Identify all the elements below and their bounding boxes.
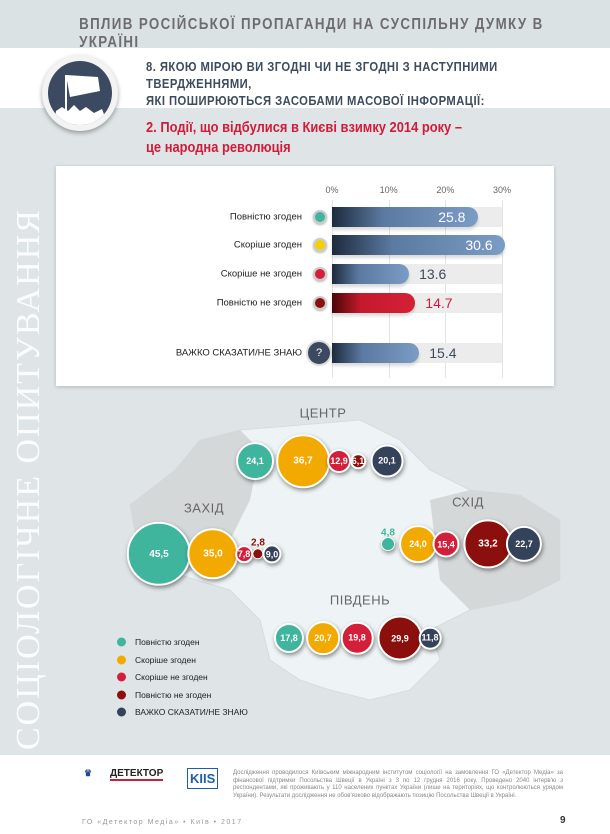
bubble: 29,9 bbox=[377, 615, 423, 661]
bubble: 12,9 bbox=[327, 449, 351, 473]
x-tick-label: 10% bbox=[379, 185, 398, 195]
bar bbox=[332, 264, 410, 284]
bar bbox=[332, 343, 420, 363]
bar-category-label: ВАЖКО СКАЗАТИ/НЕ ЗНАЮ bbox=[175, 347, 302, 359]
question-person-icon: ? bbox=[306, 340, 332, 366]
x-tick-label: 20% bbox=[436, 185, 455, 195]
legend-label: Повністю згоден bbox=[135, 637, 200, 647]
bubble: 22,7 bbox=[505, 525, 543, 563]
bubble: 15,4 bbox=[432, 530, 460, 558]
bar-value-label: 14.7 bbox=[425, 295, 453, 311]
question-text: 8. ЯКОЮ МІРОЮ ВИ ЗГОДНІ ЧИ НЕ ЗГОДНІ З Н… bbox=[146, 60, 498, 108]
region-label: ПІВДЕНЬ bbox=[329, 592, 391, 608]
legend-dot-icon bbox=[117, 672, 126, 682]
bubble: 19,8 bbox=[340, 621, 374, 655]
legend-label: Скоріше не згоден bbox=[135, 672, 208, 682]
bar-value-label: 13.6 bbox=[419, 266, 447, 282]
gridline bbox=[332, 200, 333, 378]
bar-category-label: Скоріше не згоден bbox=[220, 268, 302, 280]
bar-category-label: Скоріше згоден bbox=[233, 239, 302, 251]
bar-value-label: 25.8 bbox=[438, 209, 466, 225]
x-tick-label: 0% bbox=[325, 185, 339, 195]
legend-dot-icon bbox=[117, 655, 126, 664]
bubble-value-label: 4,8 bbox=[381, 527, 395, 539]
detector-media-logo: ДЕТЕКТОР bbox=[110, 768, 164, 781]
bar bbox=[332, 293, 416, 313]
gridline bbox=[502, 200, 503, 378]
legend-dot-icon bbox=[117, 690, 126, 699]
bubble: 36,7 bbox=[276, 434, 330, 488]
bubble: 20,1 bbox=[370, 444, 404, 478]
page-number: 9 bbox=[560, 815, 566, 826]
legend-label: ВАЖКО СКАЗАТИ/НЕ ЗНАЮ bbox=[135, 707, 248, 717]
protest-flag-logo bbox=[42, 55, 118, 131]
legend-dot-icon bbox=[117, 707, 126, 717]
bar bbox=[332, 207, 479, 227]
bubble: 20,7 bbox=[306, 621, 340, 655]
region-label: ЦЕНТР bbox=[299, 405, 347, 421]
bar-category-label: Повністю не згоден bbox=[216, 297, 302, 309]
category-dot-icon bbox=[313, 238, 327, 252]
sweden-coat-of-arms-logo: ♛ bbox=[84, 768, 93, 778]
bar-value-label: 30.6 bbox=[465, 237, 493, 253]
category-dot-icon bbox=[313, 296, 327, 310]
legend-dot-icon bbox=[117, 637, 126, 647]
bubble: 35,0 bbox=[187, 528, 239, 580]
gridline bbox=[388, 200, 390, 378]
bubble: 9,0 bbox=[262, 544, 282, 564]
statement-text: 2. Події, що відбулися в Києві взимку 20… bbox=[146, 119, 462, 156]
bubble: 33,2 bbox=[463, 519, 513, 569]
kiis-logo: KIIS bbox=[187, 768, 219, 789]
bubble: 24,0 bbox=[399, 525, 437, 563]
gridline bbox=[445, 200, 447, 378]
bubble: 6,1 bbox=[350, 453, 366, 469]
bar-category-label: Повністю згоден bbox=[229, 211, 302, 223]
category-dot-icon bbox=[313, 210, 327, 224]
x-tick-label: 30% bbox=[492, 185, 512, 195]
header-band bbox=[0, 0, 610, 48]
bar bbox=[332, 235, 506, 255]
category-dot-icon bbox=[313, 267, 327, 281]
bar-value-label: 15.4 bbox=[429, 345, 457, 361]
bubble: 24,1 bbox=[236, 442, 274, 480]
bubble: 17,8 bbox=[273, 622, 305, 654]
legend-label: Повністю не згоден bbox=[135, 689, 212, 700]
header-title: ВПЛИВ РОСІЙСЬКОЇ ПРОПАГАНДИ НА СУСПІЛЬНУ… bbox=[79, 16, 544, 51]
footnote: Дослідження проводилося Київським міжнар… bbox=[233, 770, 563, 799]
region-label: СХІД bbox=[452, 494, 484, 510]
region-label: ЗАХІД bbox=[183, 500, 225, 516]
bubble bbox=[381, 537, 395, 551]
side-vertical-text: СОЦІОЛОГІЧНЕ ОПИТУВАННЯ bbox=[10, 208, 47, 750]
bubble-value-label: 2,8 bbox=[251, 537, 265, 549]
bubble: 11,8 bbox=[418, 626, 442, 650]
bubble: 7,8 bbox=[235, 545, 253, 563]
legend-label: Скоріше згоден bbox=[135, 654, 196, 665]
footer-text: ГО «Детектор Медіа» • Київ • 2017 bbox=[82, 819, 243, 826]
